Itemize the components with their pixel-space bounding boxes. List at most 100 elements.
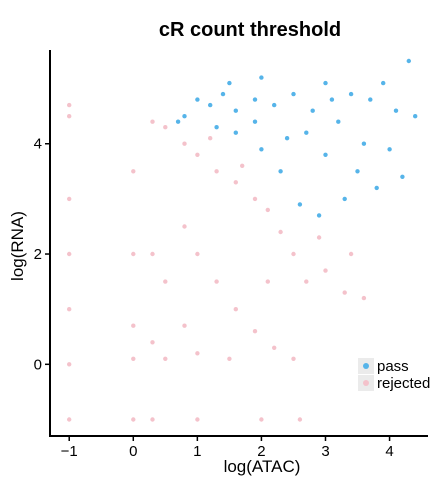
x-tick-label-2: 1 [193, 443, 201, 460]
data-point-pass-12 [368, 97, 373, 102]
data-point-rejected-37 [304, 279, 309, 284]
data-point-rejected-2 [67, 196, 72, 202]
data-point-pass-16 [413, 114, 418, 119]
x-tick-label-0: −1 [61, 443, 78, 460]
data-point-rejected-24 [195, 351, 200, 356]
data-point-rejected-42 [348, 251, 354, 257]
data-point-rejected-23 [195, 251, 200, 257]
data-point-rejected-27 [214, 279, 219, 284]
data-point-pass-32 [284, 136, 290, 141]
data-point-rejected-16 [163, 125, 168, 130]
data-point-rejected-32 [265, 207, 270, 213]
legend-label-pass: pass [377, 358, 409, 375]
data-point-pass-18 [374, 185, 379, 191]
data-point-pass-33 [336, 119, 341, 124]
x-axis-label: log(ATAC) [224, 457, 301, 476]
data-point-pass-22 [278, 169, 283, 174]
data-point-rejected-21 [182, 323, 187, 328]
data-point-rejected-29 [233, 307, 238, 312]
data-point-pass-34 [227, 80, 232, 86]
data-point-pass-29 [361, 141, 367, 146]
data-point-pass-23 [259, 147, 264, 152]
legend: pass rejected [358, 358, 430, 392]
data-point-pass-31 [355, 169, 360, 174]
x-tick-label-1: 0 [129, 443, 137, 460]
data-point-rejected-7 [131, 169, 136, 174]
data-point-pass-30 [387, 147, 392, 152]
x-tick-label-3: 2 [257, 443, 265, 460]
data-point-rejected-20 [182, 224, 187, 229]
data-point-rejected-34 [278, 229, 283, 235]
x-tick-label-5: 4 [385, 443, 393, 460]
data-point-pass-17 [400, 174, 405, 179]
data-point-rejected-41 [361, 295, 367, 301]
data-point-rejected-44 [297, 417, 303, 422]
data-point-pass-24 [233, 130, 238, 135]
data-point-rejected-43 [259, 417, 264, 422]
data-point-rejected-6 [67, 417, 72, 422]
data-point-rejected-11 [131, 417, 136, 422]
x-tick-label-4: 3 [321, 443, 329, 460]
data-point-pass-1 [182, 114, 187, 119]
data-point-rejected-46 [272, 345, 277, 350]
data-point-rejected-18 [163, 356, 168, 361]
data-point-rejected-30 [252, 196, 258, 202]
data-point-rejected-40 [342, 290, 347, 295]
data-point-rejected-5 [67, 362, 72, 367]
data-point-pass-28 [323, 152, 328, 157]
data-point-pass-11 [348, 91, 354, 97]
y-tick-label-0: 0 [34, 356, 42, 373]
data-point-rejected-33 [265, 279, 270, 284]
data-point-rejected-47 [208, 136, 213, 141]
data-point-rejected-38 [316, 235, 322, 240]
data-point-rejected-45 [227, 356, 232, 361]
data-point-pass-19 [342, 196, 347, 202]
data-point-pass-4 [220, 91, 226, 97]
data-point-pass-21 [297, 202, 303, 207]
y-tick-label-2: 4 [34, 136, 42, 153]
data-point-rejected-39 [323, 268, 328, 273]
data-point-pass-25 [214, 125, 219, 130]
data-point-rejected-26 [214, 169, 219, 174]
chart-title: cR count threshold [159, 19, 341, 41]
legend-marker-rejected [363, 380, 369, 386]
data-point-rejected-28 [233, 180, 238, 185]
data-point-pass-2 [195, 97, 200, 102]
data-point-pass-10 [329, 97, 335, 102]
data-point-rejected-36 [291, 356, 296, 361]
data-point-pass-7 [272, 102, 277, 108]
y-axis-label: log(RNA) [8, 211, 27, 281]
points-layer [67, 58, 418, 422]
data-point-pass-20 [316, 213, 322, 218]
data-point-pass-36 [323, 80, 328, 86]
data-point-rejected-25 [195, 417, 200, 422]
data-point-rejected-35 [291, 251, 296, 257]
data-point-rejected-10 [131, 356, 136, 361]
data-point-pass-14 [393, 108, 399, 113]
data-point-rejected-9 [131, 323, 136, 328]
y-tick-label-1: 2 [34, 246, 42, 263]
data-point-rejected-13 [150, 251, 155, 257]
legend-marker-pass [363, 363, 369, 369]
data-point-pass-6 [252, 97, 258, 102]
data-point-rejected-12 [150, 119, 155, 124]
legend-label-rejected: rejected [377, 375, 430, 392]
ticks-layer: −1 0 1 2 3 4 0 2 4 [34, 136, 394, 460]
data-point-pass-0 [175, 119, 181, 124]
data-point-rejected-17 [163, 279, 168, 284]
data-point-pass-15 [406, 58, 411, 64]
data-point-rejected-14 [150, 340, 155, 345]
data-point-rejected-15 [150, 417, 155, 422]
data-point-pass-3 [208, 102, 213, 108]
data-point-rejected-31 [252, 329, 258, 334]
data-point-rejected-19 [182, 141, 187, 146]
data-point-rejected-48 [240, 163, 245, 168]
data-point-pass-9 [310, 108, 315, 113]
data-point-rejected-3 [67, 251, 72, 257]
data-point-pass-5 [233, 108, 238, 113]
data-point-rejected-22 [195, 152, 200, 157]
data-point-rejected-4 [67, 307, 72, 312]
data-point-rejected-1 [67, 114, 72, 119]
data-point-pass-13 [381, 80, 386, 86]
